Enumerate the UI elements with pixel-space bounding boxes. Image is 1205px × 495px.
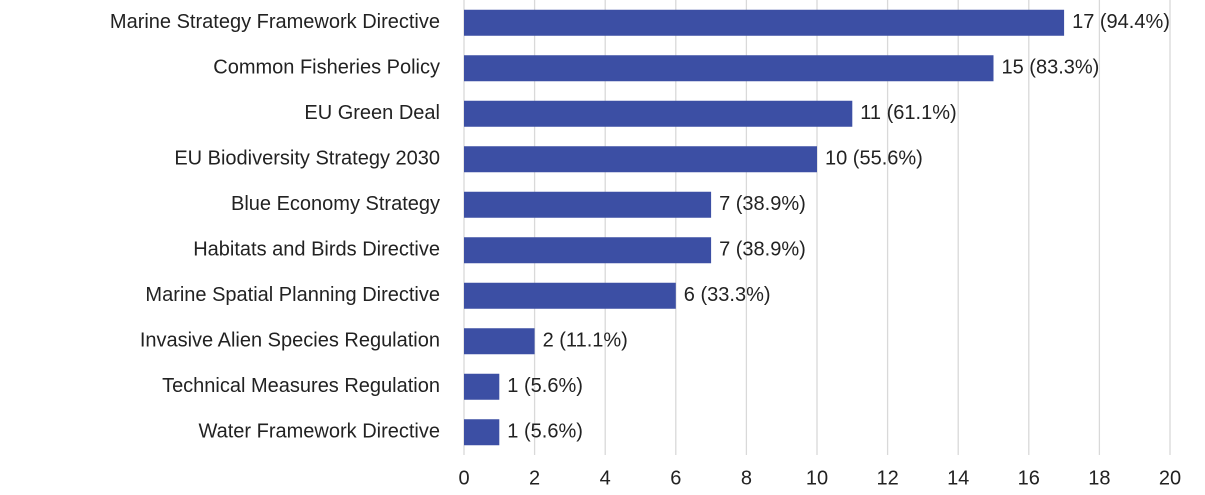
y-tick-label: EU Biodiversity Strategy 2030 bbox=[174, 148, 440, 170]
x-tick-label: 2 bbox=[529, 467, 540, 489]
bar bbox=[464, 328, 535, 355]
data-label: 7 (38.9%) bbox=[719, 239, 806, 261]
x-tick-label: 18 bbox=[1088, 467, 1110, 489]
x-tick-label: 16 bbox=[1018, 467, 1040, 489]
x-tick-label: 0 bbox=[458, 467, 469, 489]
x-tick-label: 4 bbox=[600, 467, 611, 489]
data-label: 15 (83.3%) bbox=[1002, 57, 1100, 79]
x-tick-label: 14 bbox=[947, 467, 969, 489]
y-tick-label: Marine Spatial Planning Directive bbox=[145, 284, 440, 306]
bar bbox=[464, 373, 500, 400]
y-tick-label: Water Framework Directive bbox=[198, 421, 440, 443]
bar bbox=[464, 282, 676, 309]
x-tick-label: 12 bbox=[876, 467, 898, 489]
data-label: 1 (5.6%) bbox=[507, 421, 583, 443]
bar bbox=[464, 55, 994, 82]
bar bbox=[464, 146, 817, 173]
bar bbox=[464, 9, 1065, 36]
data-label: 1 (5.6%) bbox=[507, 375, 583, 397]
x-tick-label: 6 bbox=[670, 467, 681, 489]
y-tick-label: Marine Strategy Framework Directive bbox=[110, 11, 440, 33]
y-tick-label: Blue Economy Strategy bbox=[231, 193, 440, 215]
y-tick-label: Technical Measures Regulation bbox=[162, 375, 440, 397]
bar bbox=[464, 191, 712, 218]
y-tick-label: EU Green Deal bbox=[304, 102, 440, 124]
x-tick-label: 20 bbox=[1159, 467, 1181, 489]
data-label: 17 (94.4%) bbox=[1072, 11, 1170, 33]
data-label: 11 (61.1%) bbox=[860, 102, 956, 124]
y-tick-label: Common Fisheries Policy bbox=[213, 57, 440, 79]
bar bbox=[464, 100, 853, 127]
bar bbox=[464, 419, 500, 446]
data-label: 10 (55.6%) bbox=[825, 148, 923, 170]
bar bbox=[464, 237, 712, 264]
data-label: 2 (11.1%) bbox=[543, 330, 628, 352]
x-tick-label: 8 bbox=[741, 467, 752, 489]
x-tick-label: 10 bbox=[806, 467, 828, 489]
data-label: 7 (38.9%) bbox=[719, 193, 806, 215]
y-tick-label: Habitats and Birds Directive bbox=[193, 239, 440, 261]
data-label: 6 (33.3%) bbox=[684, 284, 771, 306]
y-tick-label: Invasive Alien Species Regulation bbox=[140, 330, 440, 352]
